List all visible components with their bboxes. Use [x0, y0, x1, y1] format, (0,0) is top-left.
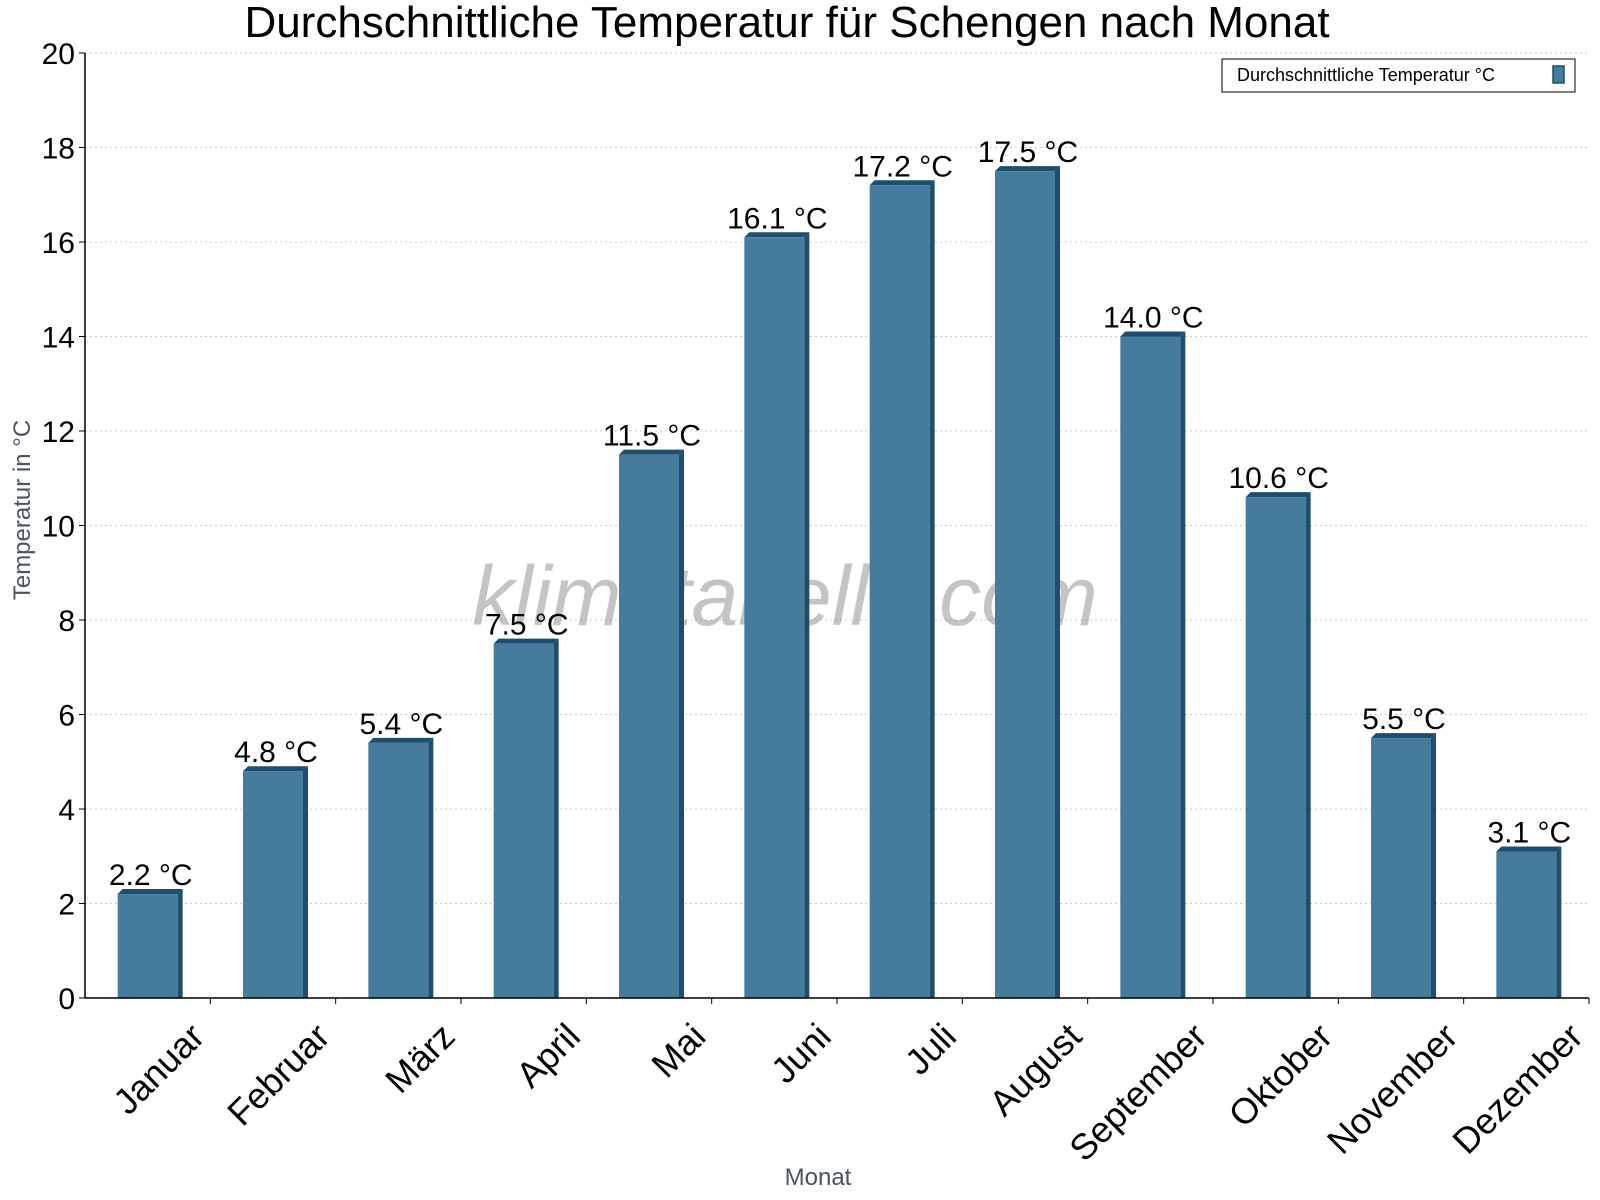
x-label-oktober: Oktober — [1220, 1015, 1340, 1135]
bar-side-september — [1180, 331, 1186, 998]
bar-dezember — [1496, 851, 1557, 998]
bar-side-juli — [929, 180, 935, 999]
y-tick-label-8: 8 — [58, 605, 75, 638]
bar-januar — [117, 894, 178, 998]
bar-top-mai — [619, 449, 684, 455]
data-label-märz: 5.4 °C — [359, 708, 443, 741]
data-label-november: 5.5 °C — [1362, 703, 1446, 736]
bar-mai — [619, 454, 679, 998]
bar-side-mai — [679, 449, 684, 998]
bars-group: 2.2 °C 4.8 °C 5.4 °C 7.5 °C 11.5 °C 16.1 °C 17… — [109, 136, 1571, 999]
chart-title: Durchschnittliche Temperatur für Schenge… — [244, 0, 1329, 47]
x-label-juni: Juni — [763, 1015, 839, 1091]
legend-label: Durchschnittliche Temperatur °C — [1237, 65, 1495, 85]
grid-lines — [85, 52, 1589, 904]
bar-oktober — [1245, 497, 1306, 998]
data-label-april: 7.5 °C — [485, 609, 569, 642]
bar-side-november — [1431, 733, 1436, 998]
bar-juni — [744, 237, 805, 998]
bar-top-august — [995, 166, 1060, 172]
data-label-juli: 17.2 °C — [852, 150, 952, 183]
x-label-februar: Februar — [219, 1015, 337, 1133]
y-tick-label-2: 2 — [58, 889, 75, 922]
bar-märz — [368, 742, 429, 998]
bar-august — [995, 171, 1055, 998]
bar-side-august — [1055, 166, 1060, 998]
x-label-märz: März — [377, 1015, 463, 1101]
x-label-januar: Januar — [105, 1015, 212, 1122]
y-tick-label-20: 20 — [42, 38, 75, 71]
x-label-juli: Juli — [897, 1015, 964, 1082]
bar-side-märz — [428, 737, 434, 998]
data-label-dezember: 3.1 °C — [1487, 817, 1571, 850]
data-label-oktober: 10.6 °C — [1228, 462, 1328, 495]
bar-top-september — [1120, 331, 1186, 337]
data-label-mai: 11.5 °C — [603, 420, 701, 453]
x-label-september: September — [1061, 1015, 1215, 1169]
axes-group — [79, 52, 1590, 1004]
bar-september — [1120, 336, 1181, 998]
bar-side-januar — [177, 889, 183, 998]
y-tick-label-14: 14 — [42, 322, 75, 355]
x-label-mai: Mai — [643, 1015, 713, 1085]
bar-februar — [243, 771, 303, 998]
y-tick-label-6: 6 — [58, 700, 75, 733]
bar-top-november — [1371, 733, 1436, 739]
y-tick-label-10: 10 — [42, 511, 75, 544]
x-axis-title: Monat — [785, 1164, 852, 1191]
bar-top-märz — [368, 737, 434, 743]
y-tick-label-18: 18 — [42, 133, 75, 166]
y-tick-label-12: 12 — [42, 416, 75, 449]
bar-side-februar — [303, 766, 308, 998]
x-label-april: April — [508, 1015, 588, 1095]
data-label-august: 17.5 °C — [978, 136, 1078, 169]
x-category-labels: Januar Februar März April Mai Juni Juli AugustS… — [105, 1015, 1591, 1169]
bar-side-oktober — [1305, 492, 1311, 998]
bar-juli — [869, 185, 930, 999]
y-tick-label-0: 0 — [58, 983, 75, 1016]
y-tick-label-4: 4 — [58, 794, 75, 827]
bar-november — [1371, 738, 1431, 998]
bar-top-januar — [117, 889, 183, 895]
legend-box — [1221, 58, 1576, 93]
legend-swatch — [1552, 65, 1565, 84]
y-tick-label-16: 16 — [42, 227, 75, 260]
data-label-februar: 4.8 °C — [234, 736, 318, 769]
x-label-dezember: Dezember — [1444, 1015, 1590, 1161]
bar-top-april — [493, 638, 559, 644]
bar-side-april — [553, 638, 559, 998]
data-label-september: 14.0 °C — [1103, 302, 1203, 335]
y-tick-labels: 0 2 4 6 8 10 12 14 16 18 20 — [42, 38, 75, 1016]
bar-side-juni — [804, 232, 810, 998]
bar-april — [493, 643, 554, 998]
bar-side-dezember — [1556, 846, 1562, 998]
bar-top-dezember — [1496, 846, 1562, 852]
bar-top-juli — [869, 180, 935, 186]
bar-top-februar — [243, 766, 308, 772]
x-label-august: August — [981, 1015, 1089, 1123]
legend: Durchschnittliche Temperatur °C — [1221, 58, 1576, 93]
data-label-juni: 16.1 °C — [727, 202, 827, 235]
x-label-november: November — [1319, 1015, 1465, 1161]
y-axis-title: Temperatur in °C — [9, 420, 36, 600]
bar-top-oktober — [1245, 492, 1311, 498]
data-label-januar: 2.2 °C — [109, 859, 193, 892]
bar-top-juni — [744, 232, 810, 238]
